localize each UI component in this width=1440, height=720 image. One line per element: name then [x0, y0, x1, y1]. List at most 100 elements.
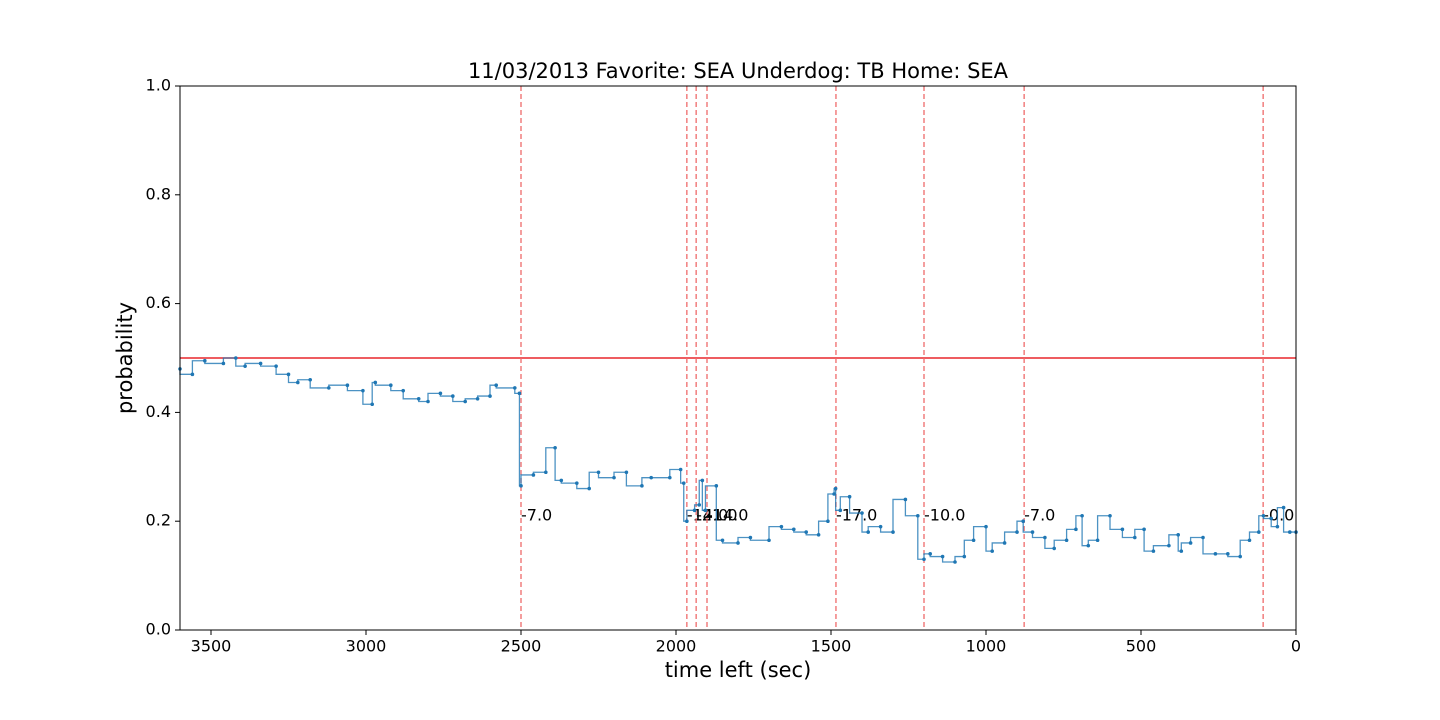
point	[720, 538, 725, 543]
x-tick-label: 3500	[191, 637, 232, 656]
point	[426, 399, 430, 404]
point	[767, 538, 771, 543]
point	[1021, 519, 1025, 523]
point	[916, 513, 920, 518]
point	[258, 361, 263, 366]
point	[513, 386, 517, 390]
point	[692, 508, 697, 513]
point	[1074, 527, 1078, 532]
plot-frame	[179, 85, 1297, 631]
point	[1247, 538, 1252, 543]
y-tick-label: 0.4	[146, 402, 171, 421]
score-label: -7.0	[521, 506, 552, 525]
point	[860, 511, 864, 515]
point	[891, 530, 895, 534]
point	[1281, 505, 1286, 510]
point	[700, 478, 705, 483]
point	[990, 549, 994, 553]
point	[274, 364, 278, 368]
point	[296, 380, 300, 385]
point	[1201, 535, 1205, 540]
point	[308, 377, 313, 382]
point	[1030, 530, 1035, 534]
point	[940, 554, 945, 559]
point	[1086, 543, 1091, 548]
chart-title: 11/03/2013 Favorite: SEA Underdog: TB Ho…	[468, 59, 1009, 83]
point	[438, 391, 443, 396]
point	[1261, 513, 1266, 518]
point	[451, 394, 455, 398]
point	[544, 470, 548, 475]
point	[1095, 538, 1100, 543]
x-axis-label: time left (sec)	[665, 658, 812, 682]
point	[1167, 543, 1171, 548]
point	[984, 524, 988, 529]
point	[685, 519, 689, 523]
point	[488, 394, 492, 398]
point	[1142, 527, 1146, 532]
x-tick-label: 500	[1126, 637, 1157, 656]
point	[649, 475, 653, 480]
point	[838, 508, 843, 513]
point	[866, 530, 870, 534]
score-label: -7.0	[1024, 506, 1055, 525]
point	[668, 475, 672, 480]
x-tick-label: 0	[1291, 637, 1301, 656]
point	[1052, 546, 1056, 551]
point	[1269, 516, 1273, 521]
point	[878, 524, 883, 529]
score-label: -17.0	[836, 506, 877, 525]
point	[596, 470, 601, 475]
point	[714, 484, 719, 488]
point	[847, 494, 852, 499]
point	[1015, 530, 1019, 534]
point	[697, 503, 702, 507]
x-tick-label: 1500	[811, 637, 852, 656]
point	[1238, 554, 1242, 559]
x-tick-label: 1000	[966, 637, 1007, 656]
point	[1257, 530, 1261, 534]
point	[361, 388, 365, 393]
point	[1179, 549, 1184, 553]
point	[1120, 527, 1125, 532]
point	[575, 481, 579, 485]
point	[286, 372, 291, 377]
point	[1002, 541, 1007, 545]
point	[463, 399, 468, 404]
y-axis-label: probability	[113, 302, 137, 414]
x-tick-label: 2000	[656, 637, 697, 656]
point	[416, 397, 421, 401]
point	[370, 402, 375, 407]
x-tick-label: 2500	[501, 637, 542, 656]
point	[531, 473, 536, 477]
point	[345, 383, 350, 388]
point	[681, 481, 686, 485]
point	[612, 475, 616, 480]
point	[624, 470, 629, 475]
probability-line	[179, 357, 1296, 563]
y-tick-label: 0.6	[146, 293, 171, 312]
point	[832, 492, 836, 496]
point	[373, 380, 378, 385]
point	[1133, 535, 1137, 540]
point	[234, 356, 238, 360]
point	[327, 386, 331, 390]
point	[922, 557, 926, 562]
point	[971, 538, 976, 543]
point	[703, 508, 708, 513]
point	[243, 364, 247, 368]
point	[494, 383, 499, 388]
point	[962, 554, 967, 559]
point	[519, 484, 523, 488]
point	[779, 524, 784, 529]
point	[736, 541, 740, 545]
point	[816, 533, 821, 537]
y-tick-label: 1.0	[146, 76, 171, 95]
point	[1226, 552, 1230, 556]
point	[953, 560, 957, 564]
point	[221, 361, 226, 366]
point	[190, 372, 195, 377]
point	[1064, 538, 1069, 543]
point	[1275, 524, 1280, 529]
point	[928, 552, 932, 556]
